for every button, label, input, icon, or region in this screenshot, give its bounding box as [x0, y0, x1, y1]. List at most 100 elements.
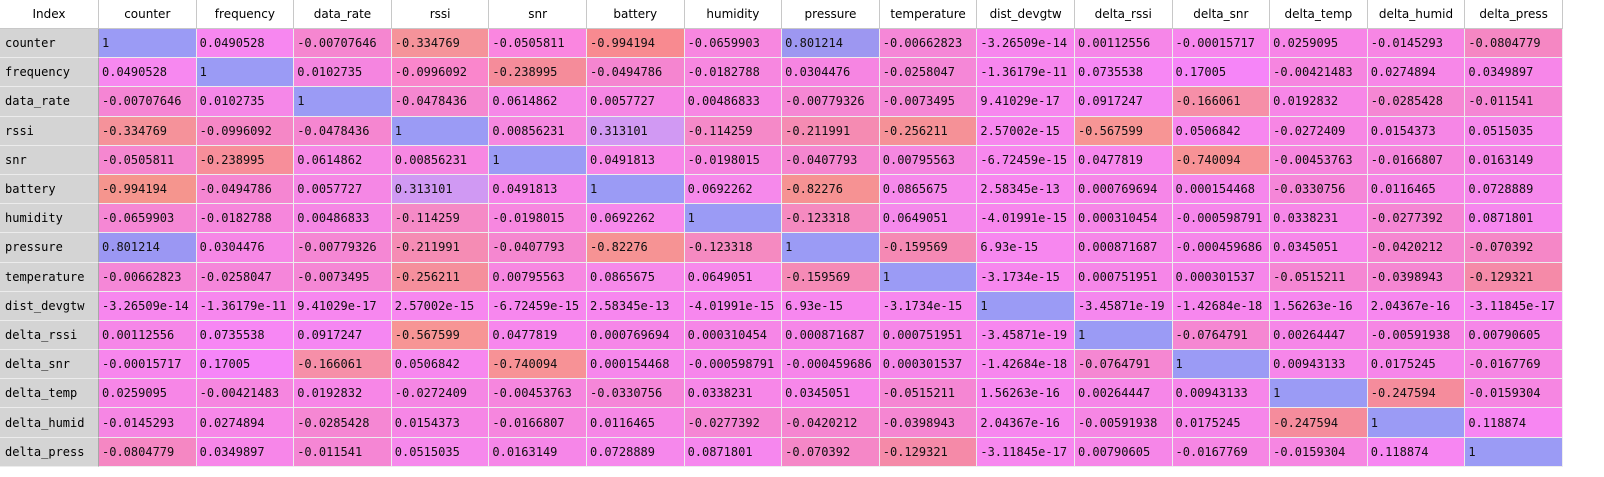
- table-cell[interactable]: -4.01991e-15: [684, 291, 783, 321]
- table-cell[interactable]: -3.1734e-15: [977, 262, 1075, 292]
- table-cell[interactable]: -1.36179e-11: [196, 291, 295, 321]
- table-cell[interactable]: -0.0478436: [391, 87, 490, 117]
- row-header-snr[interactable]: snr: [0, 145, 99, 175]
- table-cell[interactable]: 0.0345051: [782, 379, 880, 409]
- table-cell[interactable]: -0.166061: [294, 350, 392, 380]
- table-cell[interactable]: 0.313101: [391, 174, 490, 205]
- table-cell[interactable]: 0.0490528: [196, 29, 295, 59]
- column-header-delta-press[interactable]: delta_press: [1465, 0, 1563, 29]
- row-header-delta-temp[interactable]: delta_temp: [0, 379, 99, 409]
- table-cell[interactable]: -0.0515211: [879, 379, 978, 409]
- table-cell[interactable]: -0.0277392: [1367, 204, 1466, 234]
- table-cell[interactable]: -0.0804779: [99, 437, 197, 467]
- table-cell[interactable]: 0.00856231: [489, 116, 587, 146]
- table-cell[interactable]: -1.42684e-18: [977, 350, 1075, 380]
- row-header-frequency[interactable]: frequency: [0, 58, 99, 88]
- table-cell[interactable]: -0.0505811: [99, 145, 197, 175]
- table-cell[interactable]: 2.04367e-16: [977, 408, 1075, 438]
- table-cell[interactable]: 1: [684, 204, 783, 234]
- table-cell[interactable]: 0.00264447: [1270, 320, 1368, 351]
- column-header-delta-temp[interactable]: delta_temp: [1270, 0, 1368, 29]
- table-cell[interactable]: -0.0272409: [391, 379, 490, 409]
- table-cell[interactable]: 0.0259095: [1270, 29, 1368, 59]
- table-cell[interactable]: 0.0649051: [879, 204, 978, 234]
- row-header-pressure[interactable]: pressure: [0, 233, 99, 263]
- table-cell[interactable]: 0.000310454: [684, 320, 783, 351]
- table-cell[interactable]: 0.0692262: [684, 174, 783, 205]
- table-cell[interactable]: 0.0917247: [1074, 87, 1173, 117]
- table-cell[interactable]: 0.000154468: [586, 350, 685, 380]
- table-cell[interactable]: 0.00112556: [99, 320, 197, 351]
- table-cell[interactable]: 0.17005: [196, 350, 295, 380]
- table-cell[interactable]: -0.129321: [1465, 262, 1563, 292]
- table-cell[interactable]: 1: [391, 116, 490, 146]
- table-cell[interactable]: 0.0163149: [489, 437, 587, 467]
- table-cell[interactable]: 0.000301537: [879, 350, 978, 380]
- table-cell[interactable]: 1: [879, 262, 978, 292]
- table-cell[interactable]: 6.93e-15: [782, 291, 880, 321]
- table-cell[interactable]: -0.0505811: [489, 29, 587, 59]
- table-cell[interactable]: -3.45871e-19: [1074, 291, 1173, 321]
- table-cell[interactable]: 0.0515035: [391, 437, 490, 467]
- table-cell[interactable]: -0.00015717: [99, 350, 197, 380]
- table-cell[interactable]: -0.0277392: [684, 408, 783, 438]
- table-cell[interactable]: 1: [196, 58, 295, 88]
- table-cell[interactable]: -0.0996092: [391, 58, 490, 88]
- table-cell[interactable]: 1: [1367, 408, 1466, 438]
- row-header-temperature[interactable]: temperature: [0, 262, 99, 292]
- table-cell[interactable]: -0.0258047: [879, 58, 978, 88]
- table-cell[interactable]: 0.0871801: [684, 437, 783, 467]
- table-cell[interactable]: -6.72459e-15: [489, 291, 587, 321]
- column-header-rssi[interactable]: rssi: [391, 0, 490, 29]
- row-header-delta-rssi[interactable]: delta_rssi: [0, 320, 99, 351]
- table-cell[interactable]: -0.0182788: [196, 204, 295, 234]
- table-cell[interactable]: -0.0159304: [1465, 379, 1563, 409]
- table-cell[interactable]: -0.0659903: [684, 29, 783, 59]
- table-cell[interactable]: 1.56263e-16: [1270, 291, 1368, 321]
- table-cell[interactable]: -0.00453763: [489, 379, 587, 409]
- table-cell[interactable]: -0.0182788: [684, 58, 783, 88]
- table-cell[interactable]: 0.00486833: [294, 204, 392, 234]
- table-cell[interactable]: -0.740094: [1172, 145, 1271, 175]
- table-cell[interactable]: 0.00856231: [391, 145, 490, 175]
- table-cell[interactable]: -0.238995: [489, 58, 587, 88]
- table-cell[interactable]: 0.0116465: [586, 408, 685, 438]
- table-cell[interactable]: 0.0192832: [294, 379, 392, 409]
- table-cell[interactable]: -0.0407793: [489, 233, 587, 263]
- table-cell[interactable]: -0.0145293: [99, 408, 197, 438]
- table-cell[interactable]: -0.0145293: [1367, 29, 1466, 59]
- table-cell[interactable]: -0.256211: [391, 262, 490, 292]
- table-cell[interactable]: -0.0258047: [196, 262, 295, 292]
- column-header-temperature[interactable]: temperature: [879, 0, 978, 29]
- table-cell[interactable]: 0.0154373: [391, 408, 490, 438]
- table-cell[interactable]: -0.114259: [684, 116, 783, 146]
- table-cell[interactable]: 0.0491813: [586, 145, 685, 175]
- table-cell[interactable]: -0.994194: [586, 29, 685, 59]
- row-header-humidity[interactable]: humidity: [0, 204, 99, 234]
- table-cell[interactable]: -0.0398943: [879, 408, 978, 438]
- table-cell[interactable]: -0.00662823: [99, 262, 197, 292]
- table-cell[interactable]: -0.334769: [391, 29, 490, 59]
- table-cell[interactable]: 0.000751951: [879, 320, 978, 351]
- table-cell[interactable]: -3.1734e-15: [879, 291, 978, 321]
- table-cell[interactable]: -0.159569: [879, 233, 978, 263]
- table-cell[interactable]: -0.211991: [391, 233, 490, 263]
- table-cell[interactable]: -0.000459686: [782, 350, 880, 380]
- table-cell[interactable]: 0.0614862: [489, 87, 587, 117]
- table-cell[interactable]: 1.56263e-16: [977, 379, 1075, 409]
- table-cell[interactable]: 0.0735538: [196, 320, 295, 351]
- table-cell[interactable]: -0.567599: [1074, 116, 1173, 146]
- row-header-delta-press[interactable]: delta_press: [0, 437, 99, 467]
- table-cell[interactable]: -0.00779326: [782, 87, 880, 117]
- table-cell[interactable]: 1: [1465, 437, 1563, 467]
- table-cell[interactable]: -0.0420212: [782, 408, 880, 438]
- table-cell[interactable]: 0.0057727: [586, 87, 685, 117]
- table-cell[interactable]: 0.000301537: [1172, 262, 1271, 292]
- table-cell[interactable]: 0.0192832: [1270, 87, 1368, 117]
- table-cell[interactable]: 2.58345e-13: [977, 174, 1075, 205]
- table-cell[interactable]: 2.04367e-16: [1367, 291, 1466, 321]
- table-cell[interactable]: 1: [1270, 379, 1368, 409]
- table-cell[interactable]: -0.011541: [294, 437, 392, 467]
- table-cell[interactable]: -0.0167769: [1172, 437, 1271, 467]
- table-cell[interactable]: -0.159569: [782, 262, 880, 292]
